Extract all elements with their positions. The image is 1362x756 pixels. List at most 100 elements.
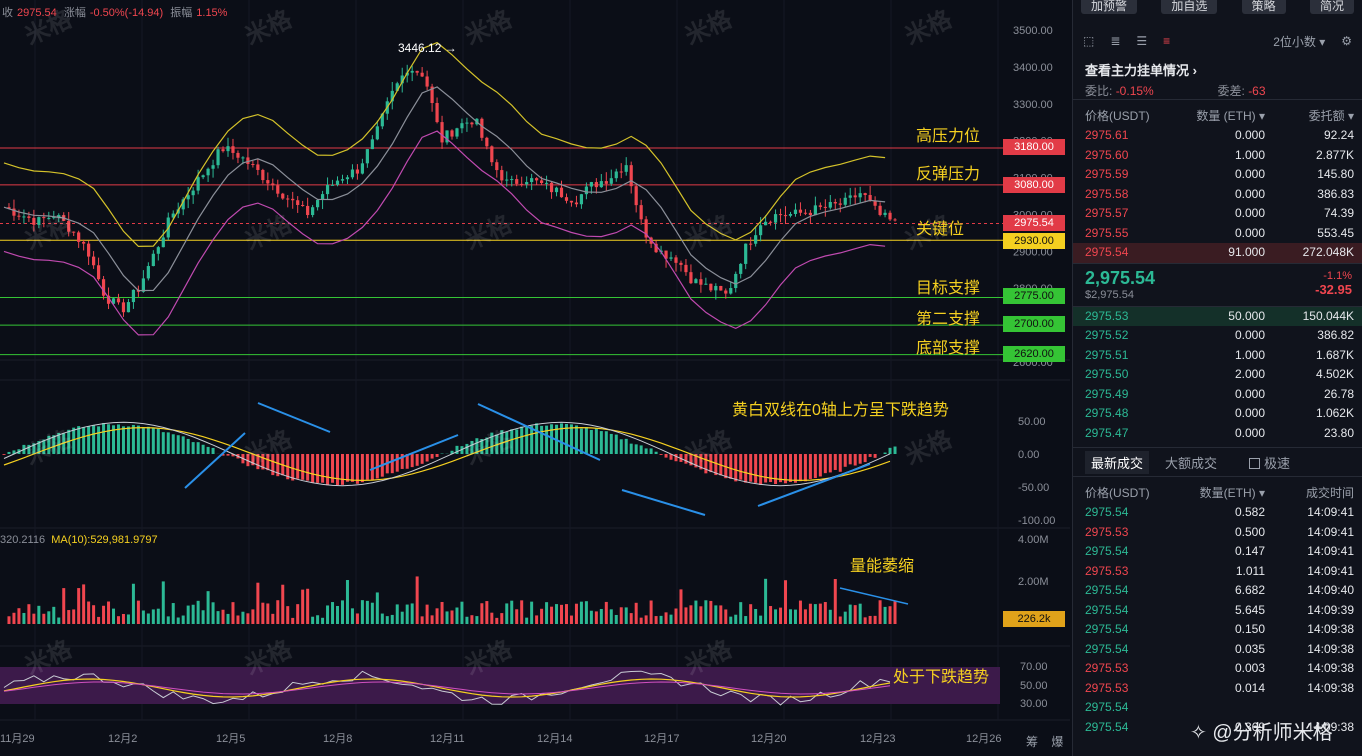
volume-bar [296, 604, 300, 624]
volume-bar [360, 600, 364, 624]
change-label: 涨幅 [63, 7, 86, 19]
macd-bar [629, 443, 633, 454]
trade-row[interactable]: 2975.54 0.035 14:09:38 [1085, 641, 1354, 656]
volume-bar [878, 600, 882, 624]
candle-body [694, 279, 698, 284]
volume-bar [843, 611, 847, 624]
candle-body [669, 257, 673, 259]
macd-bar [311, 454, 315, 483]
candle-body [500, 170, 504, 181]
bids-view-icon[interactable]: ≣ [1110, 34, 1121, 48]
trade-row[interactable]: 2975.53 0.500 14:09:41 [1085, 524, 1354, 539]
decimals-select[interactable]: 2位小数 ▾ [1273, 34, 1326, 49]
candle-body [689, 272, 693, 284]
macd-bar [166, 432, 170, 454]
price-axis-label: 3300.00 [1013, 99, 1053, 111]
trade-row[interactable]: 2975.53 0.003 14:09:38 [1085, 661, 1354, 675]
asks-view-icon[interactable]: ☰ [1136, 34, 1148, 48]
bid-row[interactable]: 2975.53 50.000 150.044K [1073, 306, 1362, 326]
volume-bar [470, 615, 474, 624]
volume-bar [77, 588, 81, 624]
volume-bar [450, 610, 454, 624]
overview-button[interactable]: 简况 [1309, 0, 1354, 14]
candle-body [684, 264, 688, 273]
trade-row[interactable]: 2975.54 0.582 14:09:41 [1085, 505, 1354, 519]
volume-bar [624, 607, 628, 624]
weibi-value: -0.15% [1115, 84, 1154, 98]
bid-row[interactable]: 2975.51 1.000 1.687K [1085, 347, 1354, 362]
trade-row[interactable]: 2975.54 [1085, 700, 1129, 714]
bid-row[interactable]: 2975.48 0.000 1.062K [1085, 406, 1354, 420]
trade-row[interactable]: 2975.54 0.369 14:09:38 [1085, 719, 1354, 734]
amount-select[interactable]: 委托额 ▾ [1308, 109, 1354, 123]
settings-gear-icon[interactable]: ⚙ [1341, 34, 1352, 48]
candle-body [664, 250, 668, 259]
trend-arrow [369, 434, 459, 471]
trade-row[interactable]: 2975.54 6.682 14:09:40 [1085, 583, 1354, 597]
trade-row[interactable]: 2975.53 0.014 14:09:38 [1085, 680, 1354, 695]
macd-bar [425, 454, 429, 462]
macd-bar [107, 424, 111, 454]
trend-arrow [184, 432, 246, 489]
add-alert-button[interactable]: 加预警 [1081, 0, 1138, 14]
add-watchlist-button[interactable]: 加自选 [1161, 0, 1218, 14]
candle-body [87, 243, 91, 257]
fast-mode-checkbox[interactable]: 极速 [1249, 453, 1290, 472]
ask-row[interactable]: 2975.55 0.000 553.45 [1085, 225, 1354, 240]
bid-row[interactable]: 2975.47 0.000 23.80 [1085, 425, 1354, 440]
ask-row[interactable]: 2975.59 0.000 145.80 [1085, 167, 1354, 181]
main-orders-link[interactable]: 查看主力挂单情况 › [1085, 63, 1197, 78]
trade-row[interactable]: 2975.53 1.011 14:09:41 [1085, 563, 1354, 578]
volume-bar [505, 603, 509, 624]
layout-icon[interactable]: ⬚ [1083, 34, 1095, 48]
macd-bar [261, 454, 265, 470]
orderbook-toolbar: ⬚ ≣ ☰ ≡ 2位小数 ▾ ⚙ [1073, 28, 1362, 54]
candle-body [674, 257, 678, 263]
volume-bar [206, 591, 210, 624]
candle-body [171, 213, 175, 218]
tab-latest-trades[interactable]: 最新成交 [1085, 450, 1150, 474]
macd-bar [813, 454, 817, 479]
macd-bar [579, 428, 583, 454]
volume-bar [246, 613, 250, 624]
ask-row[interactable]: 2975.60 1.000 2.877K [1085, 147, 1354, 162]
macd-bar [808, 454, 812, 479]
ask-row[interactable]: 2975.54 91.000 272.048K [1073, 243, 1362, 263]
ask-row[interactable]: 2975.57 0.000 74.39 [1085, 206, 1354, 220]
volume-axis-label: 4.00M [1018, 534, 1049, 546]
list-view-icon[interactable]: ≡ [1163, 34, 1171, 48]
candle-body [604, 181, 608, 184]
bid-row[interactable]: 2975.50 2.000 4.502K [1085, 367, 1354, 381]
macd-bar [77, 426, 81, 454]
macd-bar [72, 427, 76, 454]
volume-bar [699, 606, 703, 624]
trade-row[interactable]: 2975.54 5.645 14:09:39 [1085, 602, 1354, 617]
trade-row[interactable]: 2975.54 0.147 14:09:41 [1085, 544, 1354, 558]
quantity-unit-select[interactable]: 数量 (ETH) ▾ [1196, 109, 1265, 123]
candle-body [82, 241, 86, 244]
ask-row[interactable]: 2975.58 0.000 386.83 [1085, 186, 1354, 201]
level-label-high-pressure: 高压力位 [916, 128, 981, 145]
strategy-button[interactable]: 策略 [1241, 0, 1286, 14]
corner-buttons[interactable]: 筹 爆 [1026, 735, 1064, 749]
volume-bar [345, 580, 349, 624]
bid-row[interactable]: 2975.52 0.000 386.82 [1085, 328, 1354, 342]
volume-bar [604, 601, 608, 624]
level-label-target-support: 目标支撑 [916, 280, 981, 297]
candle-body [729, 288, 733, 294]
volume-bar [32, 613, 36, 624]
bid-row[interactable]: 2975.49 0.000 26.78 [1085, 386, 1354, 401]
volume-bar [500, 613, 504, 624]
trade-qty-select[interactable]: 数量(ETH) ▾ [1199, 486, 1265, 500]
tab-large-trades[interactable]: 大额成交 [1165, 455, 1218, 471]
kline-chart-area[interactable]: 3500.003400.003300.003200.003100.003000.… [0, 0, 1070, 756]
ask-row[interactable]: 2975.61 0.000 92.24 [1085, 128, 1354, 142]
change-value: -0.50%(-14.94) [89, 7, 164, 19]
macd-bar [470, 440, 474, 454]
trade-row[interactable]: 2975.54 0.150 14:09:38 [1085, 622, 1354, 636]
macd-bar [415, 454, 419, 466]
candle-body [549, 182, 554, 193]
macd-bar [112, 425, 116, 454]
macd-bar [211, 447, 215, 454]
kline-chart-canvas[interactable]: 3500.003400.003300.003200.003100.003000.… [0, 0, 1070, 756]
